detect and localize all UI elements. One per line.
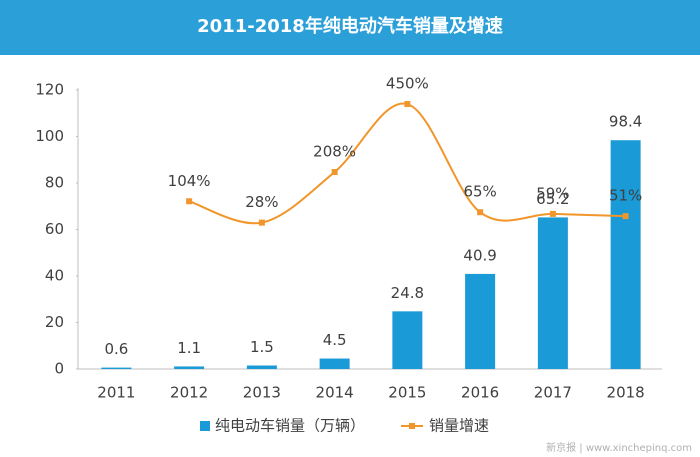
line-marker: [477, 209, 484, 216]
bar: [537, 217, 568, 369]
chart-title: 2011-2018年纯电动汽车销量及增速: [197, 15, 503, 37]
bar-value-label: 0.6: [104, 340, 128, 358]
legend-swatch: [409, 423, 415, 429]
bar-value-label: 4.5: [323, 331, 347, 349]
x-tick-label: 2015: [388, 384, 426, 402]
x-tick-label: 2016: [461, 384, 499, 402]
y-tick-label: 80: [45, 174, 64, 192]
y-tick-label: 60: [45, 220, 64, 238]
x-tick-label: 2018: [607, 384, 645, 402]
bar: [465, 273, 496, 369]
line-marker: [404, 101, 411, 108]
bar-value-label: 24.8: [391, 284, 424, 302]
legend-label: 销量增速: [429, 417, 489, 435]
x-tick-label: 2012: [170, 384, 208, 402]
legend-label: 纯电动车销量（万辆）: [215, 417, 365, 435]
x-tick-label: 2011: [97, 384, 135, 402]
line-marker: [622, 213, 629, 220]
line-value-label: 65%: [463, 183, 496, 201]
y-tick-label: 20: [45, 313, 64, 331]
line-value-label: 51%: [609, 187, 642, 205]
title-banner: [0, 0, 700, 55]
y-tick-label: 40: [45, 267, 64, 285]
bar: [610, 140, 641, 369]
bar-value-label: 1.1: [177, 339, 201, 357]
bar-value-label: 40.9: [463, 246, 496, 264]
bar: [101, 367, 132, 369]
line-marker: [549, 210, 556, 217]
bar-value-label: 98.4: [609, 113, 642, 131]
bar: [319, 358, 350, 369]
line-value-label: 28%: [245, 193, 278, 211]
x-tick-label: 2013: [243, 384, 281, 402]
line-marker: [258, 219, 265, 226]
watermark: 新京报 | www.xinchepinq.com: [546, 441, 692, 454]
bar: [174, 366, 205, 369]
bar-value-label: 1.5: [250, 338, 274, 356]
y-tick-label: 120: [35, 81, 64, 99]
line-value-label: 104%: [168, 172, 211, 190]
x-tick-label: 2017: [534, 384, 572, 402]
line-marker: [186, 198, 193, 205]
bar: [392, 311, 423, 369]
line-marker: [331, 169, 338, 176]
bar: [246, 365, 277, 369]
bar-value-label: 65.2: [536, 190, 569, 208]
line-value-label: 450%: [386, 75, 429, 93]
legend-swatch: [200, 421, 210, 431]
y-tick-label: 100: [35, 127, 64, 145]
y-tick-label: 0: [54, 360, 64, 378]
x-tick-label: 2014: [316, 384, 354, 402]
line-value-label: 208%: [313, 143, 356, 161]
line-value-label: 59%: [536, 184, 569, 202]
